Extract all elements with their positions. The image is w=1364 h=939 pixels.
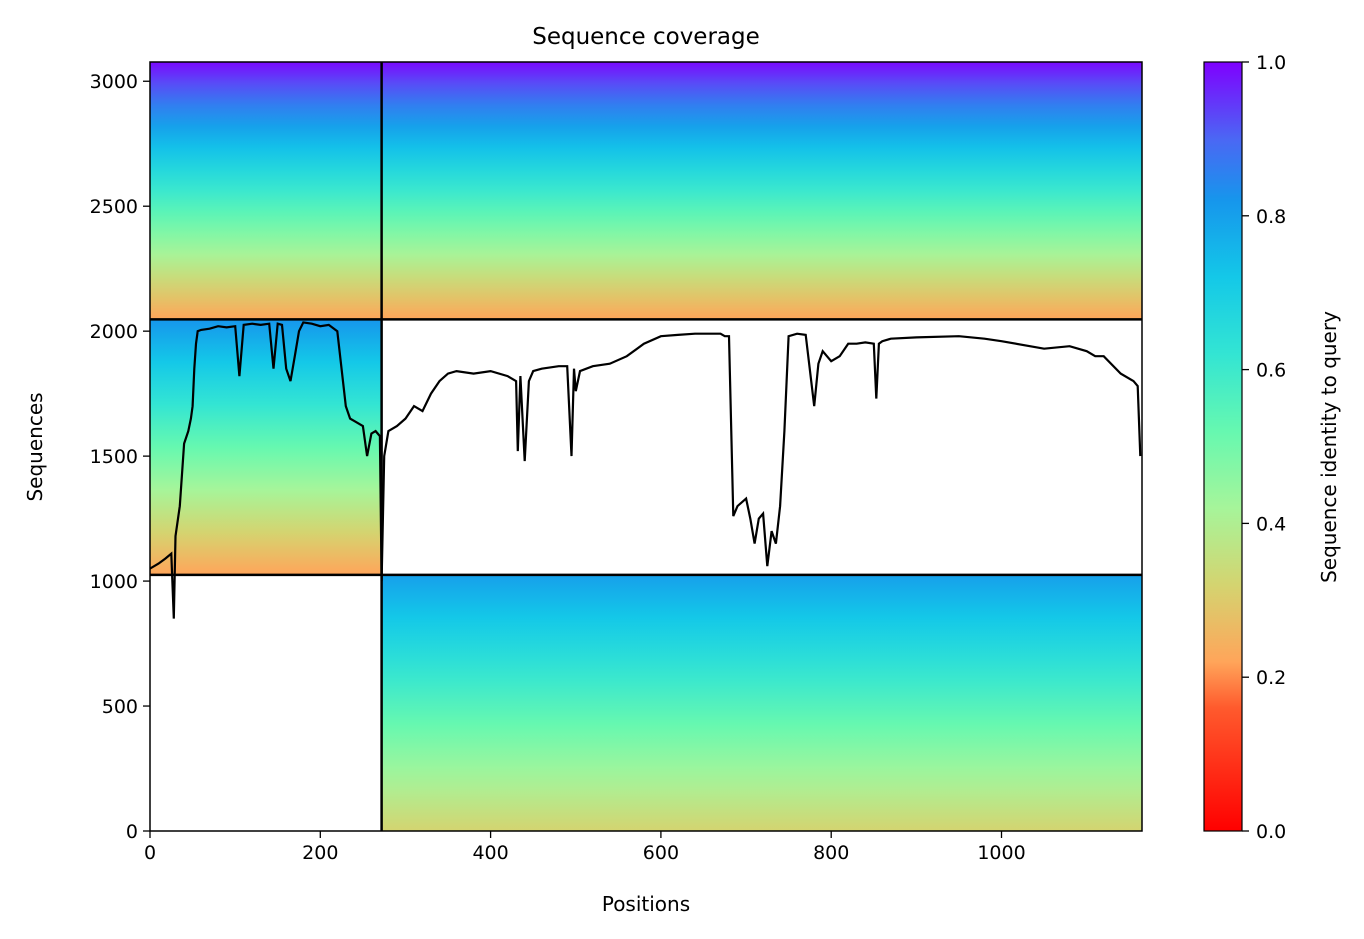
plot-frame: [149, 61, 1143, 832]
x-tick-label: 800: [813, 842, 849, 864]
y-tick-label: 3000: [90, 71, 138, 93]
chart-title: Sequence coverage: [532, 24, 760, 50]
chain-boundaries: [150, 62, 1142, 831]
colorbar-tick-label: 0.6: [1256, 360, 1286, 382]
y-tick-label: 0: [126, 821, 138, 843]
coverage-line: [150, 321, 1142, 619]
heatmap-block: [381, 62, 1142, 320]
colorbar-tick-label: 0.0: [1256, 821, 1286, 843]
y-tick-label: 1000: [90, 571, 138, 593]
colorbar-tick-label: 1.0: [1256, 52, 1286, 74]
x-tick-label: 0: [144, 842, 156, 864]
heatmap-block: [381, 574, 1142, 831]
x-axis-ticks: 0 200 400 600 800 1000: [144, 831, 1026, 864]
y-tick-label: 500: [102, 696, 138, 718]
colorbar-ticks: 0.0 0.2 0.4 0.6 0.8 1.0: [1242, 52, 1286, 843]
x-tick-label: 400: [472, 842, 508, 864]
y-axis-label: Sequences: [23, 392, 47, 501]
heatmap-block: [150, 319, 382, 575]
y-tick-label: 2500: [90, 196, 138, 218]
heatmap-blocks: [150, 62, 1142, 831]
heatmap-block: [150, 62, 382, 320]
x-tick-label: 1000: [977, 842, 1025, 864]
x-axis-label: Positions: [602, 892, 690, 916]
x-tick-label: 200: [302, 842, 338, 864]
colorbar-label: Sequence identity to query: [1317, 311, 1341, 583]
y-tick-label: 1500: [90, 446, 138, 468]
colorbar-tick-label: 0.2: [1256, 667, 1286, 689]
colorbar-tick-label: 0.4: [1256, 513, 1286, 535]
y-axis-ticks: 0 500 1000 1500 2000 2500 3000: [90, 71, 150, 843]
x-tick-label: 600: [643, 842, 679, 864]
colorbar: [1203, 61, 1243, 832]
y-tick-label: 2000: [90, 321, 138, 343]
colorbar-tick-label: 0.8: [1256, 206, 1286, 228]
